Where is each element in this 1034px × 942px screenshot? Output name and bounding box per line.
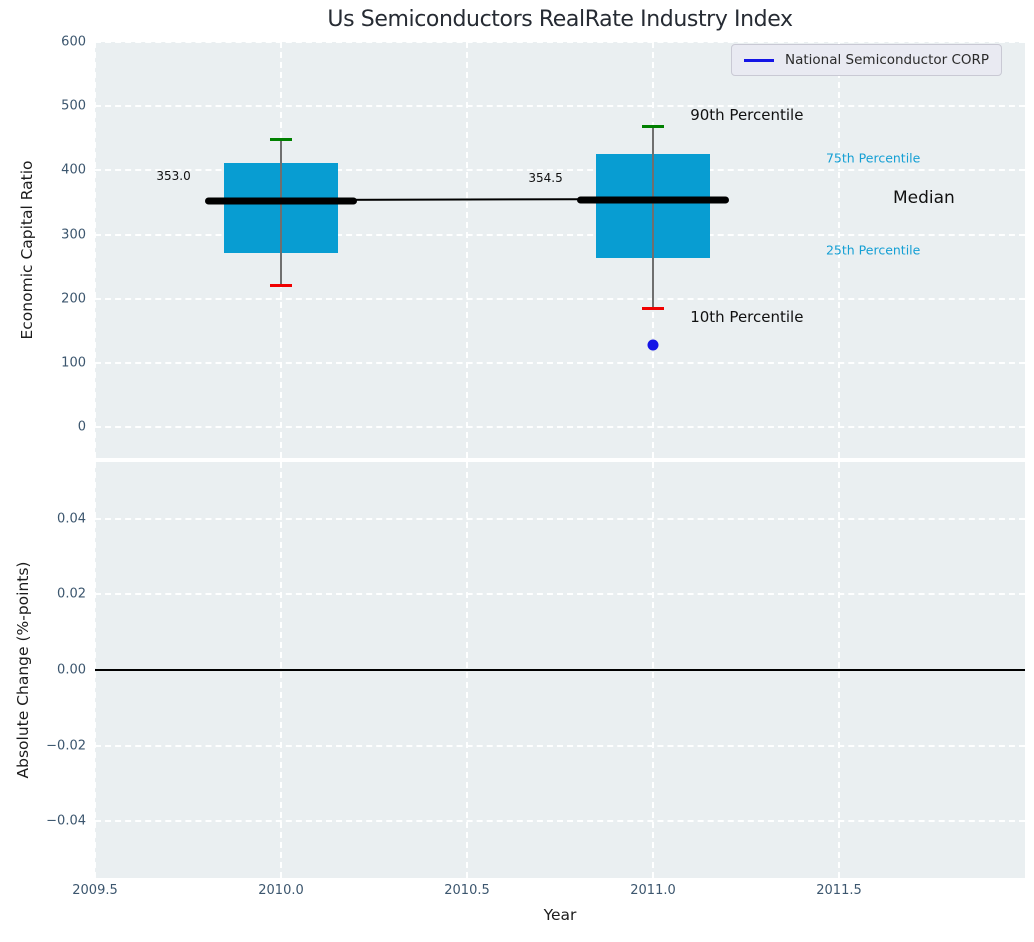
y-tick-label: 200 (61, 291, 86, 307)
median-segment (204, 197, 358, 205)
y-tick-label: 0.04 (57, 511, 86, 527)
x-tick-label: 2011.0 (630, 883, 676, 898)
xlabel: Year (543, 906, 577, 924)
gridline-horizontal (95, 744, 1025, 747)
legend-line-swatch (744, 58, 774, 62)
gridline-horizontal (95, 517, 1025, 520)
gridline-horizontal (95, 361, 1025, 364)
axes-economic-capital-ratio: 0 100 200 300 400 500 600 353.0 354.5 90th Percen… (61, 35, 1025, 458)
whisker-cap-high (642, 125, 664, 129)
median-segment (576, 196, 730, 204)
y-tick-label: 600 (61, 34, 86, 50)
whisker-line (652, 126, 654, 309)
x-tick-label: 2011.5 (816, 883, 862, 898)
y-tick-label: −0.02 (46, 738, 86, 754)
y-tick-label: 0.00 (57, 662, 86, 678)
y-tick-label: −0.04 (46, 813, 86, 829)
annotation-25th-percentile: 25th Percentile (825, 242, 921, 258)
y-tick-label: 500 (61, 98, 86, 114)
gridline-vertical (94, 42, 96, 458)
gridline-horizontal (95, 593, 1025, 596)
legend: National Semiconductor CORP (731, 44, 1003, 76)
annotation-75th-percentile: 75th Percentile (825, 150, 921, 166)
legend-label: National Semiconductor CORP (785, 52, 990, 68)
whisker-line (280, 139, 282, 286)
gridline-horizontal (95, 297, 1025, 300)
y-tick-label: 300 (61, 227, 86, 243)
annotation-354-5: 354.5 (528, 171, 563, 186)
x-tick-label: 2010.0 (258, 883, 304, 898)
y-tick-label: 0.02 (57, 586, 86, 602)
y-tick-label: 400 (61, 162, 86, 178)
gridline-horizontal (95, 426, 1025, 429)
company-data-point (647, 339, 659, 351)
axes-absolute-change: −0.04 −0.02 0.00 0.02 0.04 (46, 462, 1025, 878)
x-tick-label: 2009.5 (72, 883, 118, 898)
x-tick-label: 2010.5 (444, 883, 490, 898)
annotation-median: Median (892, 188, 955, 208)
gridline-vertical (466, 42, 468, 458)
gridline-horizontal (95, 169, 1025, 172)
x-tick-labels: 2009.5 2010.0 2010.5 2011.0 2011.5 (72, 883, 1025, 901)
gridline-horizontal (95, 233, 1025, 236)
gridline-horizontal (95, 41, 1025, 43)
annotation-90th-percentile: 90th Percentile (690, 106, 804, 125)
ylabel-economic-capital-ratio: Economic Capital Ratio (18, 160, 36, 340)
whisker-cap-low (270, 284, 292, 288)
zero-line (95, 669, 1025, 671)
gridline-horizontal (95, 105, 1025, 108)
ylabel-absolute-change: Absolute Change (%-points) (14, 561, 32, 779)
gridline-vertical (838, 42, 840, 458)
chart-title: Us Semiconductors RealRate Industry Inde… (327, 7, 793, 32)
annotation-353-0: 353.0 (156, 169, 191, 184)
whisker-cap-high (270, 138, 292, 142)
y-tick-label: 100 (61, 355, 86, 371)
annotation-10th-percentile: 10th Percentile (690, 307, 804, 326)
whisker-cap-low (642, 306, 664, 310)
y-tick-label: 0 (77, 419, 86, 435)
gridline-horizontal (95, 820, 1025, 823)
